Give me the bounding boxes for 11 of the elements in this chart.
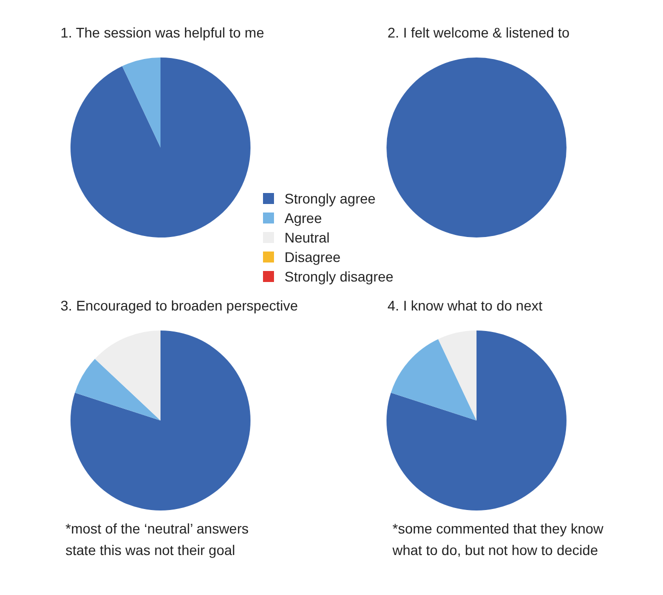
legend-label: Strongly disagree (284, 268, 394, 284)
legend-label: Neutral (284, 230, 330, 246)
legend-label: Disagree (284, 249, 341, 265)
text: *some commented that they know what to do, but not how to decide (392, 520, 604, 558)
chart-title: 2. I felt welcome & listened to (388, 24, 570, 40)
chart-title: 1. The session was helpful to me (60, 24, 264, 40)
legend-label: Agree (284, 210, 322, 226)
text: *most of the ‘neutral’ answers state this was not their goal (66, 520, 249, 558)
chart-title: 3. Encouraged to broaden perspective (60, 298, 298, 314)
chart-title: 4. I know what to do next (388, 298, 542, 314)
legend-label: Strongly agree (284, 190, 376, 206)
